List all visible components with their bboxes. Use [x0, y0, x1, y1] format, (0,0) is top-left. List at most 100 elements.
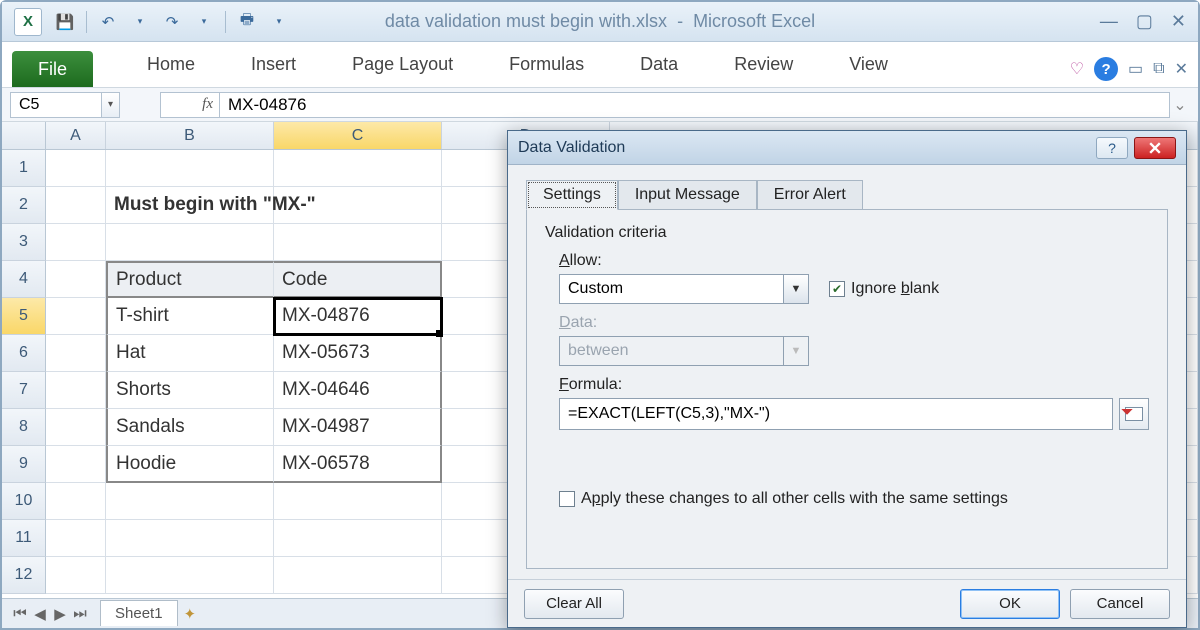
- minimize-icon[interactable]: —: [1100, 11, 1118, 32]
- allow-input[interactable]: [559, 274, 784, 304]
- cell[interactable]: [274, 483, 442, 520]
- cell[interactable]: [46, 446, 106, 483]
- cell[interactable]: [274, 187, 442, 224]
- tab-home[interactable]: Home: [133, 46, 209, 87]
- name-box-dropdown-icon[interactable]: ▾: [102, 92, 120, 118]
- row-header[interactable]: 1: [2, 150, 46, 187]
- tab-settings[interactable]: Settings: [526, 180, 618, 210]
- row-header[interactable]: 8: [2, 409, 46, 446]
- cell[interactable]: [46, 261, 106, 298]
- table-cell[interactable]: Shorts: [106, 372, 274, 409]
- allow-dropdown-icon[interactable]: ▼: [784, 274, 809, 304]
- fx-button[interactable]: fx: [160, 92, 220, 118]
- ribbon-close-icon[interactable]: ✕: [1175, 59, 1188, 79]
- qat-customize-icon[interactable]: ▾: [266, 9, 292, 35]
- cell[interactable]: [46, 298, 106, 335]
- cell[interactable]: [46, 224, 106, 261]
- table-cell[interactable]: Sandals: [106, 409, 274, 446]
- tab-data[interactable]: Data: [626, 46, 692, 87]
- range-picker-icon[interactable]: [1119, 398, 1149, 430]
- redo-icon[interactable]: ↷: [159, 9, 185, 35]
- cell[interactable]: [46, 372, 106, 409]
- tab-insert[interactable]: Insert: [237, 46, 310, 87]
- heading-cell[interactable]: Must begin with "MX-": [106, 187, 274, 224]
- cancel-button[interactable]: Cancel: [1070, 589, 1170, 619]
- dialog-close-icon[interactable]: [1134, 137, 1176, 159]
- cell[interactable]: [46, 335, 106, 372]
- active-cell[interactable]: MX-04876: [274, 298, 442, 335]
- cell[interactable]: [46, 557, 106, 594]
- table-header[interactable]: Product: [106, 261, 274, 298]
- tab-error-alert[interactable]: Error Alert: [757, 180, 863, 210]
- sheet-tab-active[interactable]: Sheet1: [100, 600, 178, 626]
- new-sheet-icon[interactable]: ✦: [184, 605, 197, 623]
- table-cell[interactable]: MX-04646: [274, 372, 442, 409]
- table-header[interactable]: Code: [274, 261, 442, 298]
- clear-all-button[interactable]: Clear All: [524, 589, 624, 619]
- maximize-icon[interactable]: ▢: [1136, 11, 1153, 32]
- col-header-a[interactable]: A: [46, 122, 106, 149]
- row-header[interactable]: 7: [2, 372, 46, 409]
- name-box[interactable]: C5: [10, 92, 102, 118]
- apply-all-checkbox[interactable]: Apply these changes to all other cells w…: [559, 490, 1149, 508]
- dialog-help-icon[interactable]: ?: [1096, 137, 1128, 159]
- cell[interactable]: [274, 224, 442, 261]
- row-header[interactable]: 10: [2, 483, 46, 520]
- tab-review[interactable]: Review: [720, 46, 807, 87]
- undo-dropdown-icon[interactable]: ▾: [127, 9, 153, 35]
- print-icon[interactable]: 🖶: [234, 9, 260, 35]
- ignore-blank-checkbox[interactable]: ✔ Ignore blank: [829, 280, 939, 298]
- ribbon-heart-icon[interactable]: ♡: [1070, 59, 1084, 79]
- cell[interactable]: [274, 150, 442, 187]
- sheet-nav-prev-icon[interactable]: ◀: [30, 605, 50, 623]
- table-cell[interactable]: MX-06578: [274, 446, 442, 483]
- select-all-corner[interactable]: [2, 122, 46, 149]
- table-cell[interactable]: MX-04987: [274, 409, 442, 446]
- save-icon[interactable]: 💾: [52, 9, 78, 35]
- help-icon[interactable]: ?: [1094, 57, 1118, 81]
- cell[interactable]: [106, 520, 274, 557]
- formula-bar-expand-icon[interactable]: ⌄: [1170, 95, 1190, 115]
- row-header[interactable]: 6: [2, 335, 46, 372]
- row-header[interactable]: 2: [2, 187, 46, 224]
- cell[interactable]: [106, 483, 274, 520]
- table-cell[interactable]: Hat: [106, 335, 274, 372]
- tab-input-message[interactable]: Input Message: [618, 180, 757, 210]
- row-header[interactable]: 4: [2, 261, 46, 298]
- cell[interactable]: [46, 483, 106, 520]
- col-header-c[interactable]: C: [274, 122, 442, 149]
- sheet-nav-next-icon[interactable]: ▶: [50, 605, 70, 623]
- formula-text-input[interactable]: [559, 398, 1113, 430]
- sheet-nav-last-icon[interactable]: ⏭: [70, 605, 90, 622]
- dialog-titlebar[interactable]: Data Validation ?: [508, 131, 1186, 165]
- table-cell[interactable]: Hoodie: [106, 446, 274, 483]
- cell[interactable]: [106, 224, 274, 261]
- cell[interactable]: [274, 520, 442, 557]
- allow-combo[interactable]: ▼: [559, 274, 809, 304]
- ribbon-minimize-icon[interactable]: ▭: [1128, 59, 1143, 79]
- file-tab[interactable]: File: [12, 51, 93, 87]
- ribbon-restore-icon[interactable]: ⧉: [1153, 60, 1164, 78]
- row-header[interactable]: 12: [2, 557, 46, 594]
- app-icon[interactable]: X: [14, 8, 42, 36]
- cell[interactable]: [46, 520, 106, 557]
- cell[interactable]: [46, 150, 106, 187]
- table-cell[interactable]: T-shirt: [106, 298, 274, 335]
- row-header[interactable]: 11: [2, 520, 46, 557]
- ok-button[interactable]: OK: [960, 589, 1060, 619]
- cell[interactable]: [106, 557, 274, 594]
- sheet-nav-first-icon[interactable]: ⏮: [10, 605, 30, 622]
- cell[interactable]: [106, 150, 274, 187]
- col-header-b[interactable]: B: [106, 122, 274, 149]
- cell[interactable]: [46, 187, 106, 224]
- redo-dropdown-icon[interactable]: ▾: [191, 9, 217, 35]
- cell[interactable]: [46, 409, 106, 446]
- close-icon[interactable]: ✕: [1171, 11, 1186, 32]
- tab-page-layout[interactable]: Page Layout: [338, 46, 467, 87]
- row-header[interactable]: 5: [2, 298, 46, 335]
- row-header[interactable]: 3: [2, 224, 46, 261]
- cell[interactable]: [274, 557, 442, 594]
- row-header[interactable]: 9: [2, 446, 46, 483]
- tab-view[interactable]: View: [835, 46, 902, 87]
- undo-icon[interactable]: ↶: [95, 9, 121, 35]
